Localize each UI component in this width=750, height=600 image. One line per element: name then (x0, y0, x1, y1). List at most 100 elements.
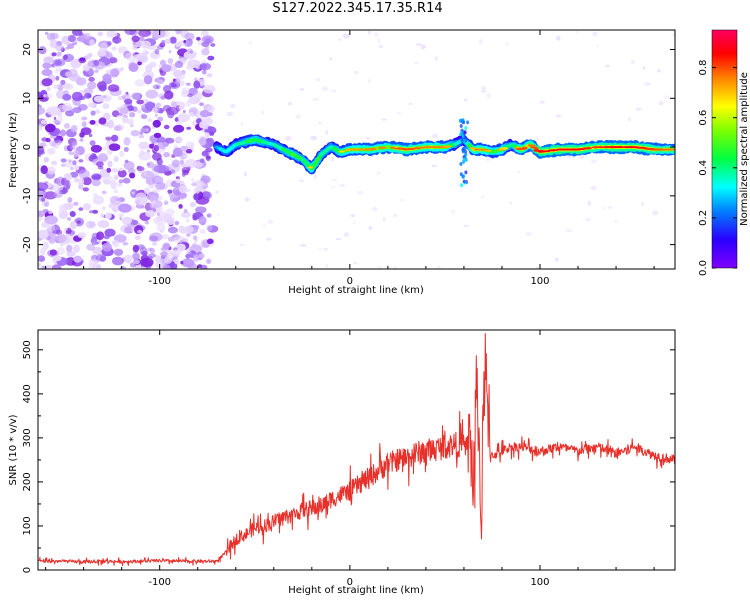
noise-blob (100, 213, 104, 218)
faint-noise-blob (338, 184, 346, 187)
faint-noise-blob (437, 265, 441, 269)
noise-blob (67, 34, 76, 43)
faint-noise-blob (565, 229, 573, 232)
faint-noise-blob (329, 57, 333, 61)
faint-noise-blob (509, 201, 512, 205)
noise-blob (207, 55, 215, 61)
noise-blob (65, 71, 72, 77)
noise-blob (90, 144, 102, 153)
noise-blob (38, 182, 49, 191)
noise-blob (92, 246, 103, 255)
noise-blob (164, 256, 173, 264)
faint-noise-blob (342, 33, 350, 39)
noise-blob (164, 90, 174, 100)
noise-blob (38, 210, 45, 217)
noise-blob (98, 84, 107, 92)
faint-noise-blob (243, 171, 247, 177)
noise-blob (210, 43, 216, 47)
noise-blob (155, 181, 166, 190)
noise-blob (107, 149, 113, 155)
noise-blob (73, 244, 80, 253)
faint-noise-blob (657, 69, 661, 73)
noise-blob (196, 36, 201, 41)
noise-blob (72, 107, 82, 114)
spectrogram-x-tick-label: -100 (148, 276, 171, 287)
noise-blob (113, 248, 124, 256)
noise-blob (94, 109, 101, 114)
noise-blob (90, 110, 96, 116)
track-spread (461, 118, 465, 123)
snr-ticks: -100 0 100 0 100 200 300 400 500 (22, 330, 675, 588)
noise-blob (76, 220, 81, 224)
noise-blob (123, 147, 129, 152)
noise-blob (78, 159, 84, 163)
faint-noise-blob (525, 231, 533, 236)
noise-blob (199, 137, 207, 146)
noise-blob (206, 213, 212, 218)
noise-blob (77, 177, 85, 185)
noise-blob (102, 103, 110, 110)
noise-blob (117, 169, 127, 178)
colorbar-ticks: 0.0 0.2 0.4 0.6 0.8 (698, 60, 737, 276)
noise-blob (130, 130, 140, 137)
noise-blob (181, 238, 188, 243)
noise-blob (199, 158, 205, 163)
noise-blob (38, 146, 45, 155)
faint-noise-blob (481, 90, 486, 93)
track-spread (463, 130, 467, 135)
noise-blob (93, 59, 100, 67)
noise-blob (119, 150, 125, 158)
snr-y-tick-label: 400 (22, 384, 33, 403)
faint-noise-blob (285, 135, 292, 141)
noise-blob (191, 243, 198, 248)
noise-blob (157, 142, 163, 148)
noise-blob (82, 187, 90, 192)
track-peak (529, 146, 539, 149)
noise-blob (138, 141, 150, 150)
faint-noise-blob (579, 154, 585, 160)
noise-blob (153, 164, 167, 174)
noise-blob (44, 201, 49, 207)
faint-noise-blob (431, 133, 439, 139)
noise-blob (87, 61, 94, 68)
faint-noise-blob (265, 237, 272, 241)
noise-blob (143, 171, 147, 176)
noise-blob (156, 216, 163, 222)
faint-noise-blob (536, 136, 539, 142)
faint-noise-blob (672, 33, 675, 37)
noise-blob (52, 58, 66, 67)
noise-blob (63, 123, 70, 129)
noise-blob (199, 102, 205, 106)
noise-blob (38, 46, 47, 55)
track-peak (585, 147, 592, 150)
noise-blob (51, 142, 57, 147)
page-title: S127.2022.345.17.35.R14 (272, 1, 443, 16)
noise-blob (141, 40, 152, 49)
faint-noise-blob (602, 206, 605, 210)
noise-blob (97, 31, 104, 37)
spectrogram-y-tick-label: -10 (22, 188, 33, 204)
noise-blob (153, 132, 162, 139)
noise-blob (81, 116, 88, 121)
noise-blob (86, 53, 92, 59)
faint-noise-blob (267, 219, 274, 224)
faint-noise-blob (314, 174, 317, 180)
noise-blob (56, 233, 67, 243)
noise-blob (175, 136, 183, 143)
noise-blob (45, 93, 53, 99)
noise-blob (132, 41, 137, 45)
noise-blob (60, 79, 66, 86)
noise-blob (106, 167, 112, 173)
noise-blob (174, 61, 184, 68)
faint-noise-blob (350, 213, 356, 218)
noise-blob (46, 32, 56, 41)
faint-noise-blob (310, 135, 318, 140)
noise-blob (121, 216, 132, 225)
noise-blob (86, 40, 90, 44)
track-spread (459, 172, 463, 177)
noise-blob (155, 102, 162, 108)
noise-blob (138, 151, 152, 161)
noise-blob (102, 73, 112, 82)
noise-blob (53, 116, 57, 120)
noise-blob (80, 127, 92, 135)
